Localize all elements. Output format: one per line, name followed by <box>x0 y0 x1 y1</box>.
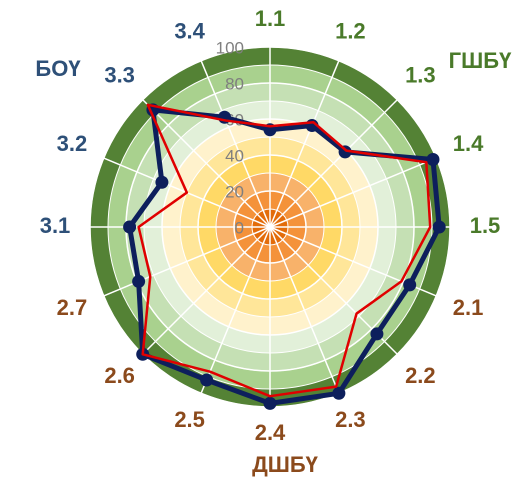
group-label: БОҮ <box>35 56 81 81</box>
marker <box>370 327 384 341</box>
category-label: 2.1 <box>453 295 484 320</box>
category-label: 2.5 <box>174 407 205 432</box>
spoke <box>142 226 271 355</box>
y-tick-label: 20 <box>225 182 244 201</box>
y-tick-label: 100 <box>216 38 244 57</box>
marker <box>338 145 352 159</box>
spoke <box>269 226 340 394</box>
marker <box>426 152 440 166</box>
spoke <box>269 99 398 228</box>
category-label: 2.7 <box>57 295 88 320</box>
category-label: 2.2 <box>405 363 436 388</box>
marker <box>432 220 446 234</box>
category-label: 2.6 <box>104 363 135 388</box>
y-tick-label: 80 <box>225 74 244 93</box>
spoke <box>269 60 340 228</box>
spoke <box>200 226 271 394</box>
marker <box>200 373 214 387</box>
category-label: 1.4 <box>453 131 484 156</box>
category-label: 3.1 <box>40 213 71 238</box>
y-tick-label: 40 <box>225 146 244 165</box>
category-label: 3.3 <box>104 62 135 87</box>
category-label: 1.1 <box>255 6 286 31</box>
y-tick-label: 0 <box>235 218 244 237</box>
category-label: 2.4 <box>255 420 286 445</box>
spoke <box>200 60 271 228</box>
marker <box>332 386 346 400</box>
group-label: ГШБҮ <box>449 48 512 73</box>
marker <box>132 274 146 288</box>
grid-line <box>161 118 379 336</box>
spoke <box>103 226 271 297</box>
grid-line <box>233 190 307 264</box>
category-label: 2.3 <box>335 407 366 432</box>
marker <box>263 396 277 410</box>
marker <box>155 175 169 189</box>
category-label: 1.5 <box>470 213 501 238</box>
series-line <box>137 103 432 398</box>
category-label: 1.3 <box>405 62 436 87</box>
category-label: 3.2 <box>57 131 88 156</box>
grid-line <box>197 154 343 300</box>
marker <box>403 278 417 292</box>
category-label: 3.4 <box>174 19 205 44</box>
marker <box>123 220 137 234</box>
spoke <box>269 157 437 228</box>
category-label: 1.2 <box>335 19 366 44</box>
spoke <box>142 99 271 228</box>
group-label: ДШБҮ <box>252 452 319 477</box>
